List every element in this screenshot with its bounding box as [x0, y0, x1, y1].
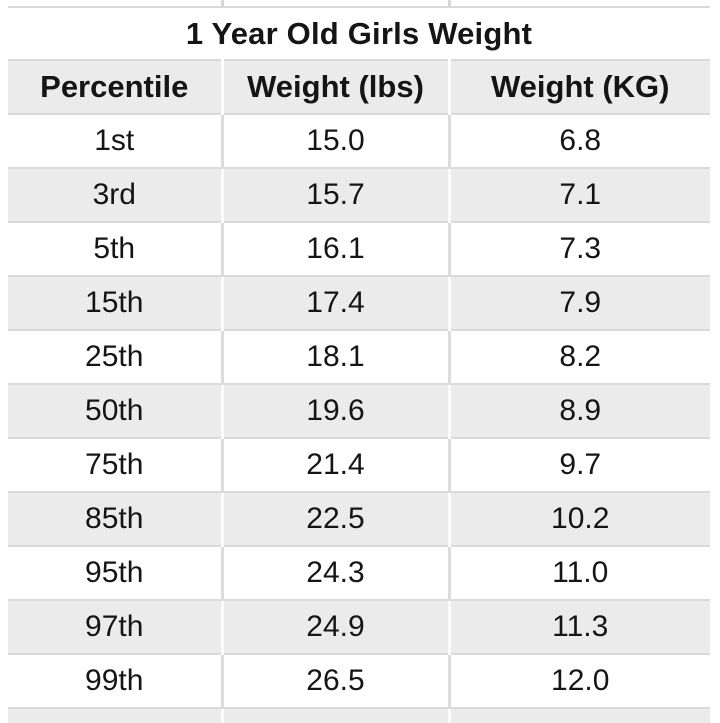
table-row: 50th 19.6 8.9: [8, 383, 710, 438]
weight-lbs-cell: 21.4: [220, 437, 449, 492]
col-header-percentile: Percentile: [8, 59, 222, 114]
weight-kg-cell: 8.9: [447, 383, 710, 438]
table-row: 95th 24.3 11.0: [8, 545, 710, 600]
weight-lbs-cell: 22.5: [220, 491, 449, 546]
weight-kg-cell: 9.7: [447, 437, 710, 492]
cropped-row-bottom: [8, 707, 710, 723]
weight-kg-cell: 12.0: [447, 653, 710, 708]
percentile-cell: 15th: [8, 275, 222, 330]
cropped-cell: [8, 707, 222, 723]
weight-kg-cell: 8.2: [447, 329, 710, 384]
percentile-cell: 97th: [8, 599, 222, 654]
cropped-cell: [220, 707, 449, 723]
col-header-weight-lbs: Weight (lbs): [220, 59, 449, 114]
table-row: 75th 21.4 9.7: [8, 437, 710, 492]
weight-kg-cell: 11.3: [447, 599, 710, 654]
table-row: 15th 17.4 7.9: [8, 275, 710, 330]
percentile-cell: 1st: [8, 113, 222, 168]
weight-lbs-cell: 18.1: [220, 329, 449, 384]
header-row: Percentile Weight (lbs) Weight (KG): [8, 59, 710, 114]
weight-kg-cell: 7.9: [447, 275, 710, 330]
cropped-row-top: [8, 0, 710, 7]
weight-lbs-cell: 16.1: [220, 221, 449, 276]
percentile-cell: 5th: [8, 221, 222, 276]
weight-lbs-cell: 15.7: [220, 167, 449, 222]
table-row: 99th 26.5 12.0: [8, 653, 710, 708]
table-row: 85th 22.5 10.2: [8, 491, 710, 546]
cropped-cell: [447, 0, 710, 7]
weight-lbs-cell: 19.6: [220, 383, 449, 438]
weight-kg-cell: 7.1: [447, 167, 710, 222]
percentile-cell: 95th: [8, 545, 222, 600]
table-row: 25th 18.1 8.2: [8, 329, 710, 384]
weight-kg-cell: 7.3: [447, 221, 710, 276]
weight-lbs-cell: 24.3: [220, 545, 449, 600]
weight-kg-cell: 6.8: [447, 113, 710, 168]
cropped-cell: [220, 0, 449, 7]
table-title: 1 Year Old Girls Weight: [8, 6, 710, 60]
table-row: 97th 24.9 11.3: [8, 599, 710, 654]
weight-percentile-table: 1 Year Old Girls Weight Percentile Weigh…: [8, 0, 710, 723]
weight-lbs-cell: 26.5: [220, 653, 449, 708]
percentile-cell: 25th: [8, 329, 222, 384]
weight-lbs-cell: 15.0: [220, 113, 449, 168]
percentile-cell: 50th: [8, 383, 222, 438]
cropped-cell: [8, 0, 222, 7]
weight-kg-cell: 10.2: [447, 491, 710, 546]
title-row: 1 Year Old Girls Weight: [8, 6, 710, 60]
weight-lbs-cell: 17.4: [220, 275, 449, 330]
percentile-cell: 75th: [8, 437, 222, 492]
percentile-cell: 99th: [8, 653, 222, 708]
table-row: 5th 16.1 7.3: [8, 221, 710, 276]
percentile-cell: 3rd: [8, 167, 222, 222]
col-header-weight-kg: Weight (KG): [447, 59, 710, 114]
percentile-cell: 85th: [8, 491, 222, 546]
table-row: 3rd 15.7 7.1: [8, 167, 710, 222]
table-row: 1st 15.0 6.8: [8, 113, 710, 168]
weight-lbs-cell: 24.9: [220, 599, 449, 654]
cropped-cell: [447, 707, 710, 723]
weight-kg-cell: 11.0: [447, 545, 710, 600]
